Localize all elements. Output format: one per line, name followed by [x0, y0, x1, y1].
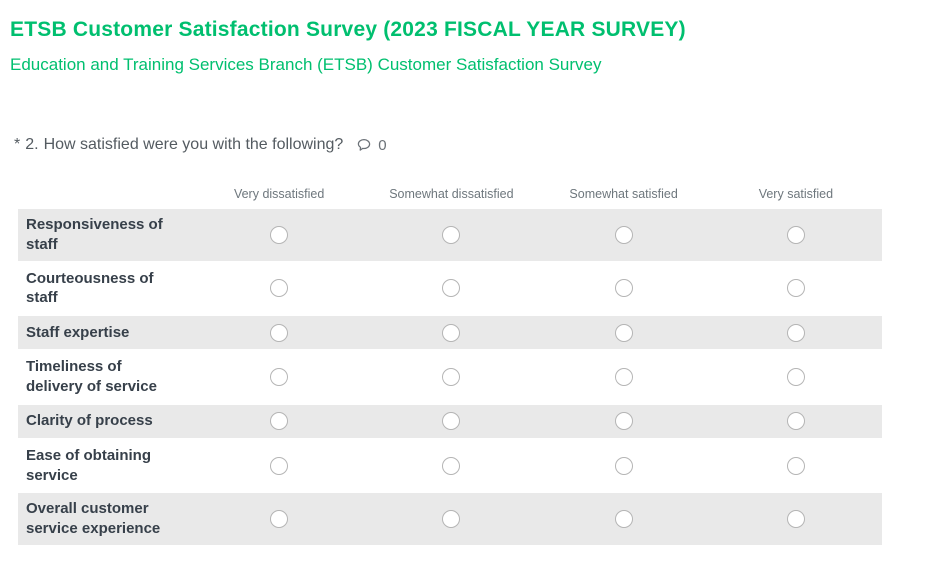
radio-cell-r5-c0[interactable]: [193, 440, 365, 492]
radio-r6-c0[interactable]: [270, 510, 289, 529]
radio-r4-c1[interactable]: [442, 412, 461, 431]
matrix-column-headers: Very dissatisfied Somewhat dissatisfied …: [18, 187, 882, 203]
radio-cell-r1-c1[interactable]: [365, 263, 537, 315]
table-row-5: Ease of obtaining service: [18, 439, 882, 492]
radio-r3-c0[interactable]: [270, 367, 289, 386]
speech-bubble-icon: [356, 137, 372, 153]
question-heading: * 2. How satisfied were you with the fol…: [14, 136, 926, 154]
radio-cell-r1-c3[interactable]: [710, 263, 882, 315]
radio-cell-r3-c3[interactable]: [710, 351, 882, 403]
radio-r0-c0[interactable]: [270, 225, 289, 244]
table-row-0: Responsiveness of staff: [18, 209, 882, 261]
table-row-4: Clarity of process: [18, 404, 882, 438]
radio-r4-c3[interactable]: [786, 412, 805, 431]
comment-count: 0: [378, 136, 387, 154]
radio-r5-c1[interactable]: [442, 456, 461, 475]
radio-cell-r4-c1[interactable]: [365, 405, 537, 438]
radio-cell-r0-c0[interactable]: [193, 209, 365, 261]
radio-cell-r4-c0[interactable]: [193, 405, 365, 438]
row-label: Ease of obtaining service: [26, 446, 152, 484]
radio-r6-c1[interactable]: [442, 510, 461, 529]
radio-r6-c2[interactable]: [614, 510, 633, 529]
radio-r0-c1[interactable]: [442, 225, 461, 244]
row-label: Courteousness of staff: [26, 269, 154, 307]
satisfaction-matrix: Very dissatisfied Somewhat dissatisfied …: [18, 187, 882, 545]
radio-cell-r6-c0[interactable]: [193, 493, 365, 545]
survey-page: ETSB Customer Satisfaction Survey (2023 …: [0, 18, 926, 580]
radio-cell-r5-c3[interactable]: [710, 440, 882, 492]
radio-cell-r5-c1[interactable]: [365, 440, 537, 492]
column-header-somewhat-dissatisfied: Somewhat dissatisfied: [389, 187, 514, 201]
table-row-1: Courteousness of staff: [18, 262, 882, 315]
radio-r2-c0[interactable]: [270, 323, 289, 342]
radio-r0-c2[interactable]: [614, 225, 633, 244]
row-label: Overall customer service experience: [26, 500, 161, 538]
radio-r1-c0[interactable]: [270, 279, 289, 298]
matrix-rows: Responsiveness of staff Courteousness of…: [18, 209, 882, 545]
row-label: Timeliness of delivery of service: [26, 358, 157, 395]
radio-cell-r1-c2[interactable]: [538, 263, 710, 315]
column-header-very-dissatisfied: Very dissatisfied: [233, 187, 325, 201]
column-header-very-satisfied: Very satisfied: [758, 187, 834, 201]
question-number: 2.: [25, 136, 39, 153]
radio-r5-c3[interactable]: [786, 456, 805, 475]
column-header-somewhat-satisfied: Somewhat satisfied: [569, 187, 678, 201]
radio-r1-c1[interactable]: [442, 279, 461, 298]
radio-cell-r2-c2[interactable]: [538, 316, 710, 349]
radio-r5-c2[interactable]: [614, 456, 633, 475]
radio-r3-c2[interactable]: [614, 367, 633, 386]
radio-cell-r2-c1[interactable]: [365, 316, 537, 349]
radio-cell-r5-c2[interactable]: [538, 440, 710, 492]
radio-cell-r3-c0[interactable]: [193, 351, 365, 403]
radio-r2-c3[interactable]: [786, 323, 805, 342]
row-label: Responsiveness of staff: [26, 216, 163, 253]
row-label: Staff expertise: [26, 323, 130, 341]
radio-cell-r3-c1[interactable]: [365, 351, 537, 403]
row-label: Clarity of process: [26, 412, 153, 430]
radio-cell-r3-c2[interactable]: [538, 351, 710, 403]
radio-cell-r6-c3[interactable]: [710, 493, 882, 545]
survey-title: ETSB Customer Satisfaction Survey (2023 …: [10, 18, 686, 41]
radio-cell-r6-c1[interactable]: [365, 493, 537, 545]
row-label-column-spacer: [18, 187, 193, 203]
required-marker: *: [14, 136, 21, 153]
radio-r6-c3[interactable]: [786, 510, 805, 529]
radio-r1-c2[interactable]: [614, 279, 633, 298]
survey-subtitle: Education and Training Services Branch (…: [10, 55, 602, 74]
radio-r4-c0[interactable]: [270, 412, 289, 431]
radio-r1-c3[interactable]: [786, 279, 805, 298]
radio-r3-c1[interactable]: [442, 367, 461, 386]
table-row-2: Staff expertise: [18, 316, 882, 350]
radio-cell-r2-c3[interactable]: [710, 316, 882, 349]
radio-cell-r0-c3[interactable]: [710, 209, 882, 261]
radio-r2-c1[interactable]: [442, 323, 461, 342]
table-row-3: Timeliness of delivery of service: [18, 351, 882, 403]
radio-cell-r6-c2[interactable]: [538, 493, 710, 545]
radio-cell-r2-c0[interactable]: [193, 316, 365, 349]
radio-r4-c2[interactable]: [614, 412, 633, 431]
question-text: How satisfied were you with the followin…: [43, 136, 344, 153]
radio-r0-c3[interactable]: [786, 225, 805, 244]
radio-r2-c2[interactable]: [614, 323, 633, 342]
radio-cell-r4-c3[interactable]: [710, 405, 882, 438]
table-row-6: Overall customer service experience: [18, 493, 882, 545]
radio-cell-r0-c1[interactable]: [365, 209, 537, 261]
radio-r5-c0[interactable]: [270, 456, 289, 475]
radio-cell-r4-c2[interactable]: [538, 405, 710, 438]
radio-cell-r0-c2[interactable]: [538, 209, 710, 261]
radio-r3-c3[interactable]: [786, 367, 805, 386]
radio-cell-r1-c0[interactable]: [193, 263, 365, 315]
comment-toggle[interactable]: 0: [356, 136, 387, 154]
